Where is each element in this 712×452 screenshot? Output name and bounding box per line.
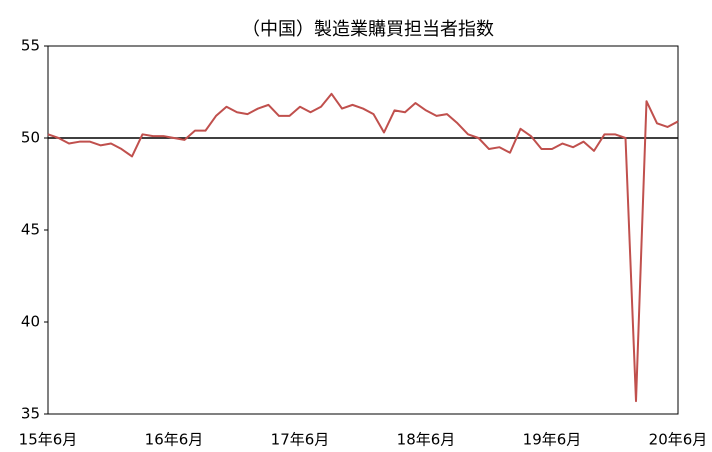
x-tick-label: 20年6月	[649, 431, 708, 449]
y-tick-label: 55	[21, 37, 40, 55]
x-tick-label: 18年6月	[397, 431, 456, 449]
x-tick-label: 16年6月	[145, 431, 204, 449]
y-tick-label: 35	[21, 405, 40, 423]
y-tick-label: 40	[21, 313, 40, 331]
series-line	[47, 92, 679, 403]
plot-frame	[47, 45, 679, 415]
y-tick-label: 45	[21, 221, 40, 239]
x-tick-label: 19年6月	[523, 431, 582, 449]
x-tick-label: 15年6月	[19, 431, 78, 449]
y-tick-label: 50	[21, 129, 40, 147]
x-tick-label: 17年6月	[271, 431, 330, 449]
chart-title: （中国）製造業購買担当者指数	[242, 19, 494, 40]
